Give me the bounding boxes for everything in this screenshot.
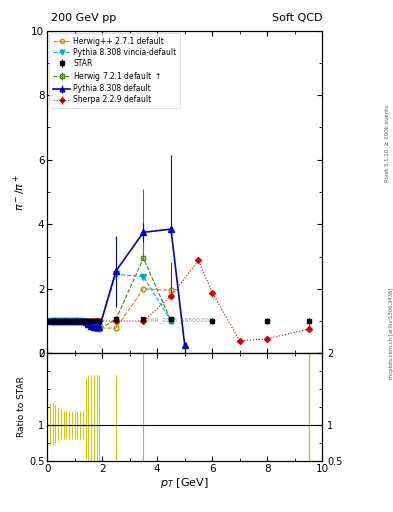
Text: mcplots.cern.ch [arXiv:1306.3436]: mcplots.cern.ch [arXiv:1306.3436] <box>389 287 393 378</box>
Herwig++ 2.7.1 default <box>59 318 63 324</box>
Pythia 8.308 vincia-default <box>81 318 85 324</box>
Herwig++ 2.7.1 default <box>78 318 83 324</box>
Pythia 8.308 vincia-default <box>86 321 91 327</box>
Text: Rivet 3.1.10, ≥ 100k events: Rivet 3.1.10, ≥ 100k events <box>385 105 389 182</box>
Herwig++ 2.7.1 default <box>92 324 96 330</box>
Pythia 8.308 vincia-default <box>114 271 118 278</box>
Herwig++ 2.7.1 default <box>81 318 85 324</box>
Text: 200 GeV pp: 200 GeV pp <box>51 13 116 23</box>
Pythia 8.308 vincia-default <box>61 318 66 324</box>
Herwig++ 2.7.1 default <box>97 325 102 331</box>
Pythia 8.308 vincia-default <box>56 318 61 324</box>
Herwig++ 2.7.1 default <box>67 318 72 324</box>
Herwig++ 2.7.1 default <box>141 286 146 292</box>
Herwig++ 2.7.1 default <box>56 318 61 324</box>
Herwig++ 2.7.1 default <box>114 325 118 331</box>
Herwig++ 2.7.1 default <box>72 318 77 324</box>
Pythia 8.308 vincia-default <box>72 318 77 324</box>
Pythia 8.308 vincia-default <box>48 318 52 324</box>
Text: Soft QCD: Soft QCD <box>272 13 322 23</box>
Pythia 8.308 vincia-default <box>97 325 102 331</box>
Legend: Herwig++ 2.7.1 default, Pythia 8.308 vincia-default, STAR, Herwig 7.2.1 default : Herwig++ 2.7.1 default, Pythia 8.308 vin… <box>50 33 180 108</box>
Pythia 8.308 vincia-default <box>94 324 99 330</box>
Herwig++ 2.7.1 default <box>64 318 69 324</box>
Herwig++ 2.7.1 default <box>169 287 173 293</box>
Pythia 8.308 vincia-default <box>70 318 74 324</box>
Herwig++ 2.7.1 default <box>83 319 88 326</box>
Pythia 8.308 vincia-default <box>141 273 146 280</box>
Line: Pythia 8.308 vincia-default: Pythia 8.308 vincia-default <box>47 271 174 330</box>
Pythia 8.308 vincia-default <box>75 318 80 324</box>
Pythia 8.308 vincia-default <box>59 318 63 324</box>
Pythia 8.308 vincia-default <box>67 318 72 324</box>
Pythia 8.308 vincia-default <box>64 318 69 324</box>
Herwig++ 2.7.1 default <box>50 318 55 324</box>
Herwig++ 2.7.1 default <box>86 321 91 327</box>
Y-axis label: Ratio to STAR: Ratio to STAR <box>17 377 26 437</box>
Pythia 8.308 vincia-default <box>83 319 88 325</box>
Herwig++ 2.7.1 default <box>53 318 58 324</box>
Herwig++ 2.7.1 default <box>89 323 94 329</box>
Pythia 8.308 vincia-default <box>92 323 96 329</box>
Pythia 8.308 vincia-default <box>53 318 58 324</box>
Pythia 8.308 vincia-default <box>78 318 83 324</box>
Herwig++ 2.7.1 default <box>61 318 66 324</box>
Herwig++ 2.7.1 default <box>94 325 99 331</box>
Line: Herwig++ 2.7.1 default: Herwig++ 2.7.1 default <box>48 286 173 331</box>
Pythia 8.308 vincia-default <box>169 318 173 324</box>
Herwig++ 2.7.1 default <box>70 318 74 324</box>
Text: STAR_2006_S6500200: STAR_2006_S6500200 <box>143 317 212 323</box>
Pythia 8.308 vincia-default <box>89 322 94 328</box>
Pythia 8.308 vincia-default <box>50 318 55 324</box>
Y-axis label: $\pi^- / \pi^+$: $\pi^- / \pi^+$ <box>12 174 28 210</box>
Herwig++ 2.7.1 default <box>48 318 52 324</box>
Herwig++ 2.7.1 default <box>75 318 80 324</box>
X-axis label: $p_T$ [GeV]: $p_T$ [GeV] <box>160 476 209 490</box>
